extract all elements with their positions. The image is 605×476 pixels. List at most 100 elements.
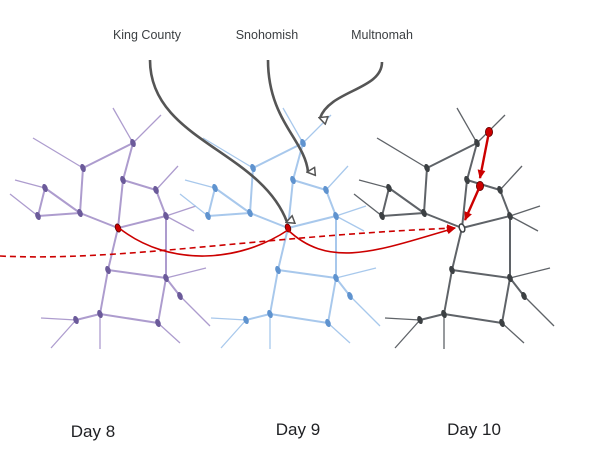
graph-spoke [325,165,349,191]
graph-edge [117,179,124,229]
graph-edge [79,167,84,214]
graph-node [267,309,273,319]
graph-node [474,138,480,148]
graph-node [77,208,83,218]
graph-node [290,175,296,185]
graph-node [521,291,527,301]
king-county-pointer [148,59,287,222]
graph-spoke [376,137,428,169]
graph-edge [381,187,390,217]
graph-edge [325,189,337,217]
graph-edge [269,313,329,324]
graph-spoke [353,193,383,217]
graph-spoke [282,107,304,144]
graph-node [155,318,161,328]
graph-node [347,291,353,301]
graph-node [205,211,211,221]
graph-spoke [50,319,77,349]
graph-spoke [32,137,84,169]
target-node [458,223,466,233]
graph-edge [75,313,101,321]
graph-spoke [302,114,332,144]
graph-node [325,318,331,328]
graph-edge [388,187,425,214]
graph-node [153,185,159,195]
graph-edge [214,187,251,214]
graph-spoke [358,179,390,189]
graph-spoke [327,322,351,344]
temporal-day8-arrow [118,226,456,257]
graph-spoke [179,295,211,327]
graph-edge [107,227,119,271]
graph-edge [79,212,119,229]
graph-edge [107,269,167,279]
graph-spoke [14,179,46,189]
graph-edge [277,227,289,271]
graph-edge [207,187,216,217]
graph-spoke [165,205,197,217]
graph-spoke [523,295,555,327]
graph-edge [122,179,157,191]
label-day-10: Day 10 [447,420,501,439]
graph-edge [423,212,463,229]
graph-edge [99,269,109,315]
graph-node [73,315,79,325]
graph-node [105,265,111,275]
graph-edge [327,277,337,324]
graph-node [243,315,249,325]
graph-spoke [335,267,377,279]
graph-spoke [165,267,207,279]
graph-node [130,138,136,148]
graph-edge [287,179,294,229]
graph-edge [292,179,327,191]
graph-edge [207,212,251,217]
graph-spoke [394,319,421,349]
graph-spoke [335,215,365,232]
graph-edge [292,142,304,181]
graph-edge [157,277,167,324]
graph-edge [117,215,167,229]
graph-node [497,185,503,195]
graph-node [333,211,339,221]
label-king-county: King County [113,28,182,42]
graph-edge [287,215,337,229]
day-8-graph [9,107,211,349]
graph-spoke [202,137,254,169]
graph-edge [381,212,425,217]
graph-edge [252,142,304,169]
graph-node [35,211,41,221]
label-day-9: Day 9 [276,420,320,439]
graph-spoke [179,193,209,217]
graph-edge [419,313,445,321]
graph-node [379,211,385,221]
graph-spoke [165,215,195,232]
graph-spoke [184,179,216,189]
graph-node [163,211,169,221]
graph-node [333,273,339,283]
label-multnomah: Multnomah [351,28,413,42]
graph-node [421,208,427,218]
graph-spoke [220,319,247,349]
graph-edge [44,187,81,214]
graph-spoke [509,205,541,217]
graph-edge [501,277,511,324]
graph-node [80,163,86,173]
graph-node [42,183,48,193]
graph-spoke [509,215,539,232]
graph-node [424,163,430,173]
graph-spoke [499,165,523,191]
graph-node [449,265,455,275]
graph-edge [37,187,46,217]
graph-spoke [509,267,551,279]
graph-edge [82,142,134,169]
graph-node [441,309,447,319]
graph-edge [245,313,271,321]
graph-node [120,175,126,185]
graph-edge [99,313,159,324]
graph-edge [122,142,134,181]
graph-node [464,175,470,185]
graph-edge [426,142,478,169]
graph-node [499,318,505,328]
graph-spoke [155,165,179,191]
